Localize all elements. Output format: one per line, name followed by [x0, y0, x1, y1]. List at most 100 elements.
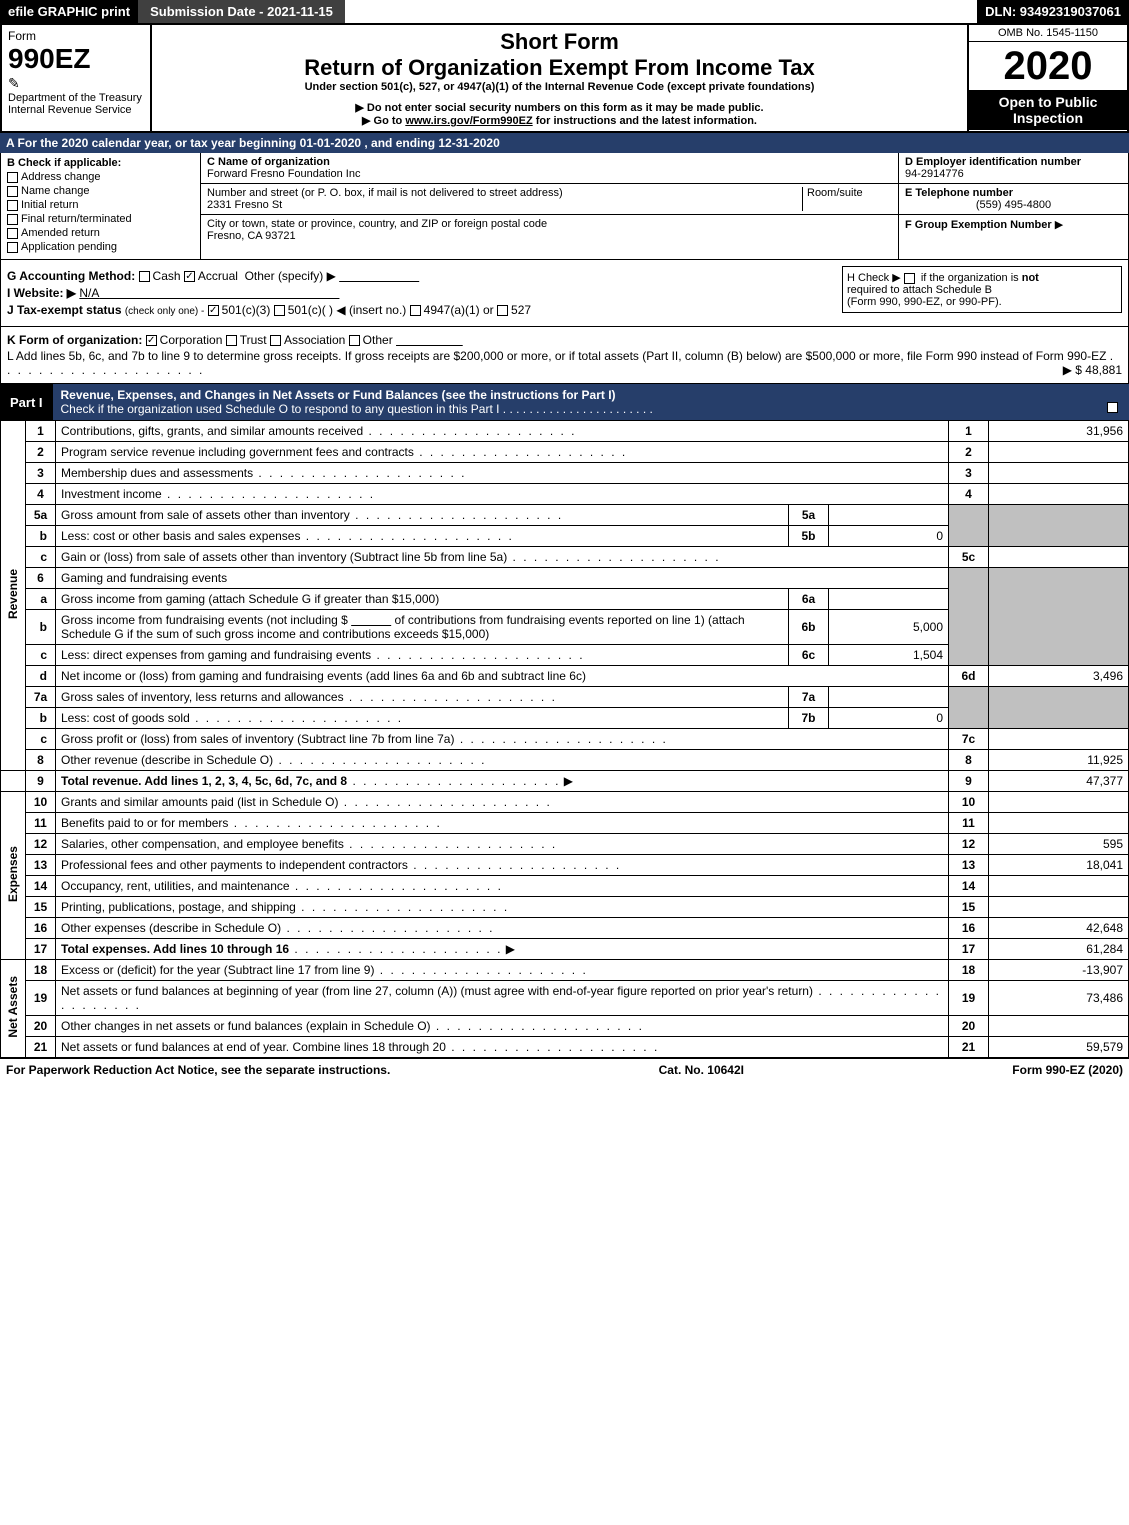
r3-num: 3 — [26, 463, 56, 484]
r2-num: 2 — [26, 442, 56, 463]
r12-rval: 595 — [989, 834, 1129, 855]
i-label: I Website: ▶ — [7, 286, 76, 300]
room-suite-label: Room/suite — [807, 187, 863, 199]
website-value: N/A — [79, 286, 99, 300]
j-501c-chk[interactable] — [274, 305, 285, 316]
j-o4: 527 — [511, 303, 531, 317]
efile-label: efile GRAPHIC print — [0, 0, 138, 23]
r1-num: 1 — [26, 421, 56, 442]
part1-table: Revenue 1 Contributions, gifts, grants, … — [0, 420, 1129, 1058]
r9-rnum: 9 — [949, 771, 989, 792]
under-section: Under section 501(c), 527, or 4947(a)(1)… — [156, 81, 963, 93]
h-checkbox[interactable] — [904, 273, 915, 284]
r7-grey — [949, 687, 989, 729]
r19-rval: 73,486 — [989, 981, 1129, 1016]
r15-rval — [989, 897, 1129, 918]
l-amount: ▶ $ 48,881 — [1063, 363, 1122, 377]
r3-rnum: 3 — [949, 463, 989, 484]
phone: (559) 495-4800 — [905, 199, 1122, 211]
r7b-num: b — [26, 708, 56, 729]
r3-rval — [989, 463, 1129, 484]
footer-right: Form 990-EZ (2020) — [1012, 1063, 1123, 1077]
chk-name-change[interactable]: Name change — [7, 185, 194, 197]
r5a-inval — [829, 505, 949, 526]
form-title-box: Short Form Return of Organization Exempt… — [152, 25, 967, 131]
j-o1: 501(c)(3) — [222, 303, 271, 317]
j-501c3-chk[interactable] — [208, 305, 219, 316]
f-label: F Group Exemption Number — [905, 219, 1052, 231]
r11-desc: Benefits paid to or for members — [61, 816, 228, 830]
irs-link[interactable]: www.irs.gov/Form990EZ — [405, 115, 532, 127]
g-accrual-chk[interactable] — [184, 271, 195, 282]
r14-num: 14 — [26, 876, 56, 897]
r7c-desc: Gross profit or (loss) from sales of inv… — [61, 732, 454, 746]
part1-title: Revenue, Expenses, and Changes in Net As… — [53, 384, 1129, 420]
part1-schedule-o-chk[interactable] — [1107, 402, 1118, 413]
j-527-chk[interactable] — [497, 305, 508, 316]
box-l: L Add lines 5b, 6c, and 7b to line 9 to … — [7, 349, 1122, 377]
r17-num: 17 — [26, 939, 56, 960]
r5c-rnum: 5c — [949, 547, 989, 568]
r6c-desc: Less: direct expenses from gaming and fu… — [61, 648, 371, 662]
r6a-innum: 6a — [789, 589, 829, 610]
e-label: E Telephone number — [905, 187, 1013, 199]
return-title: Return of Organization Exempt From Incom… — [156, 55, 963, 81]
r1-rval: 31,956 — [989, 421, 1129, 442]
r6-num: 6 — [26, 568, 56, 589]
r4-desc: Investment income — [61, 487, 162, 501]
r16-rval: 42,648 — [989, 918, 1129, 939]
r17-rval: 61,284 — [989, 939, 1129, 960]
r7a-desc: Gross sales of inventory, less returns a… — [61, 690, 344, 704]
r21-rval: 59,579 — [989, 1037, 1129, 1058]
form-number: 990EZ — [8, 43, 144, 75]
part1-tag: Part I — [0, 391, 53, 414]
goto-pre: ▶ Go to — [362, 115, 405, 127]
box-b: B Check if applicable: Address change Na… — [1, 153, 201, 259]
j-4947-chk[interactable] — [410, 305, 421, 316]
r19-desc: Net assets or fund balances at beginning… — [61, 984, 813, 998]
r6a-inval — [829, 589, 949, 610]
r17-desc: Total expenses. Add lines 10 through 16 — [61, 942, 289, 956]
chk-final-return[interactable]: Final return/terminated — [7, 213, 194, 225]
r7a-num: 7a — [26, 687, 56, 708]
form-right-box: OMB No. 1545-1150 2020 Open to Public In… — [967, 25, 1127, 131]
r18-desc: Excess or (deficit) for the year (Subtra… — [61, 963, 374, 977]
h-text2: if the organization is — [921, 272, 1019, 284]
r6b-num: b — [26, 610, 56, 645]
k-other-chk[interactable] — [349, 335, 360, 346]
k-trust-chk[interactable] — [226, 335, 237, 346]
r6b-innum: 6b — [789, 610, 829, 645]
ghij-box: H Check ▶ if the organization is not req… — [0, 260, 1129, 327]
k-assoc-chk[interactable] — [270, 335, 281, 346]
r7c-num: c — [26, 729, 56, 750]
r14-desc: Occupancy, rent, utilities, and maintena… — [61, 879, 290, 893]
r7b-inval: 0 — [829, 708, 949, 729]
g-cash-chk[interactable] — [139, 271, 150, 282]
r6b-inval: 5,000 — [829, 610, 949, 645]
r6d-num: d — [26, 666, 56, 687]
revenue-side-label: Revenue — [1, 421, 26, 771]
r5b-inval: 0 — [829, 526, 949, 547]
chk-initial-return[interactable]: Initial return — [7, 199, 194, 211]
r19-rnum: 19 — [949, 981, 989, 1016]
k-other: Other — [363, 333, 393, 347]
r15-desc: Printing, publications, postage, and shi… — [61, 900, 296, 914]
r16-rnum: 16 — [949, 918, 989, 939]
j-note: (check only one) - — [125, 306, 204, 317]
chk-address-change[interactable]: Address change — [7, 171, 194, 183]
j-o3: 4947(a)(1) or — [424, 303, 494, 317]
g-label: G Accounting Method: — [7, 269, 135, 283]
r8-rval: 11,925 — [989, 750, 1129, 771]
chk-application-pending[interactable]: Application pending — [7, 241, 194, 253]
irs-label: Internal Revenue Service — [8, 104, 144, 116]
r5c-rval — [989, 547, 1129, 568]
d-label: D Employer identification number — [905, 156, 1081, 168]
r4-rval — [989, 484, 1129, 505]
k-corp-chk[interactable] — [146, 335, 157, 346]
r6b-desc: Gross income from fundraising events (no… — [61, 613, 348, 627]
part1-header: Part I Revenue, Expenses, and Changes in… — [0, 384, 1129, 420]
chk-amended-return[interactable]: Amended return — [7, 227, 194, 239]
g-cash: Cash — [153, 269, 181, 283]
r17-rnum: 17 — [949, 939, 989, 960]
r21-rnum: 21 — [949, 1037, 989, 1058]
